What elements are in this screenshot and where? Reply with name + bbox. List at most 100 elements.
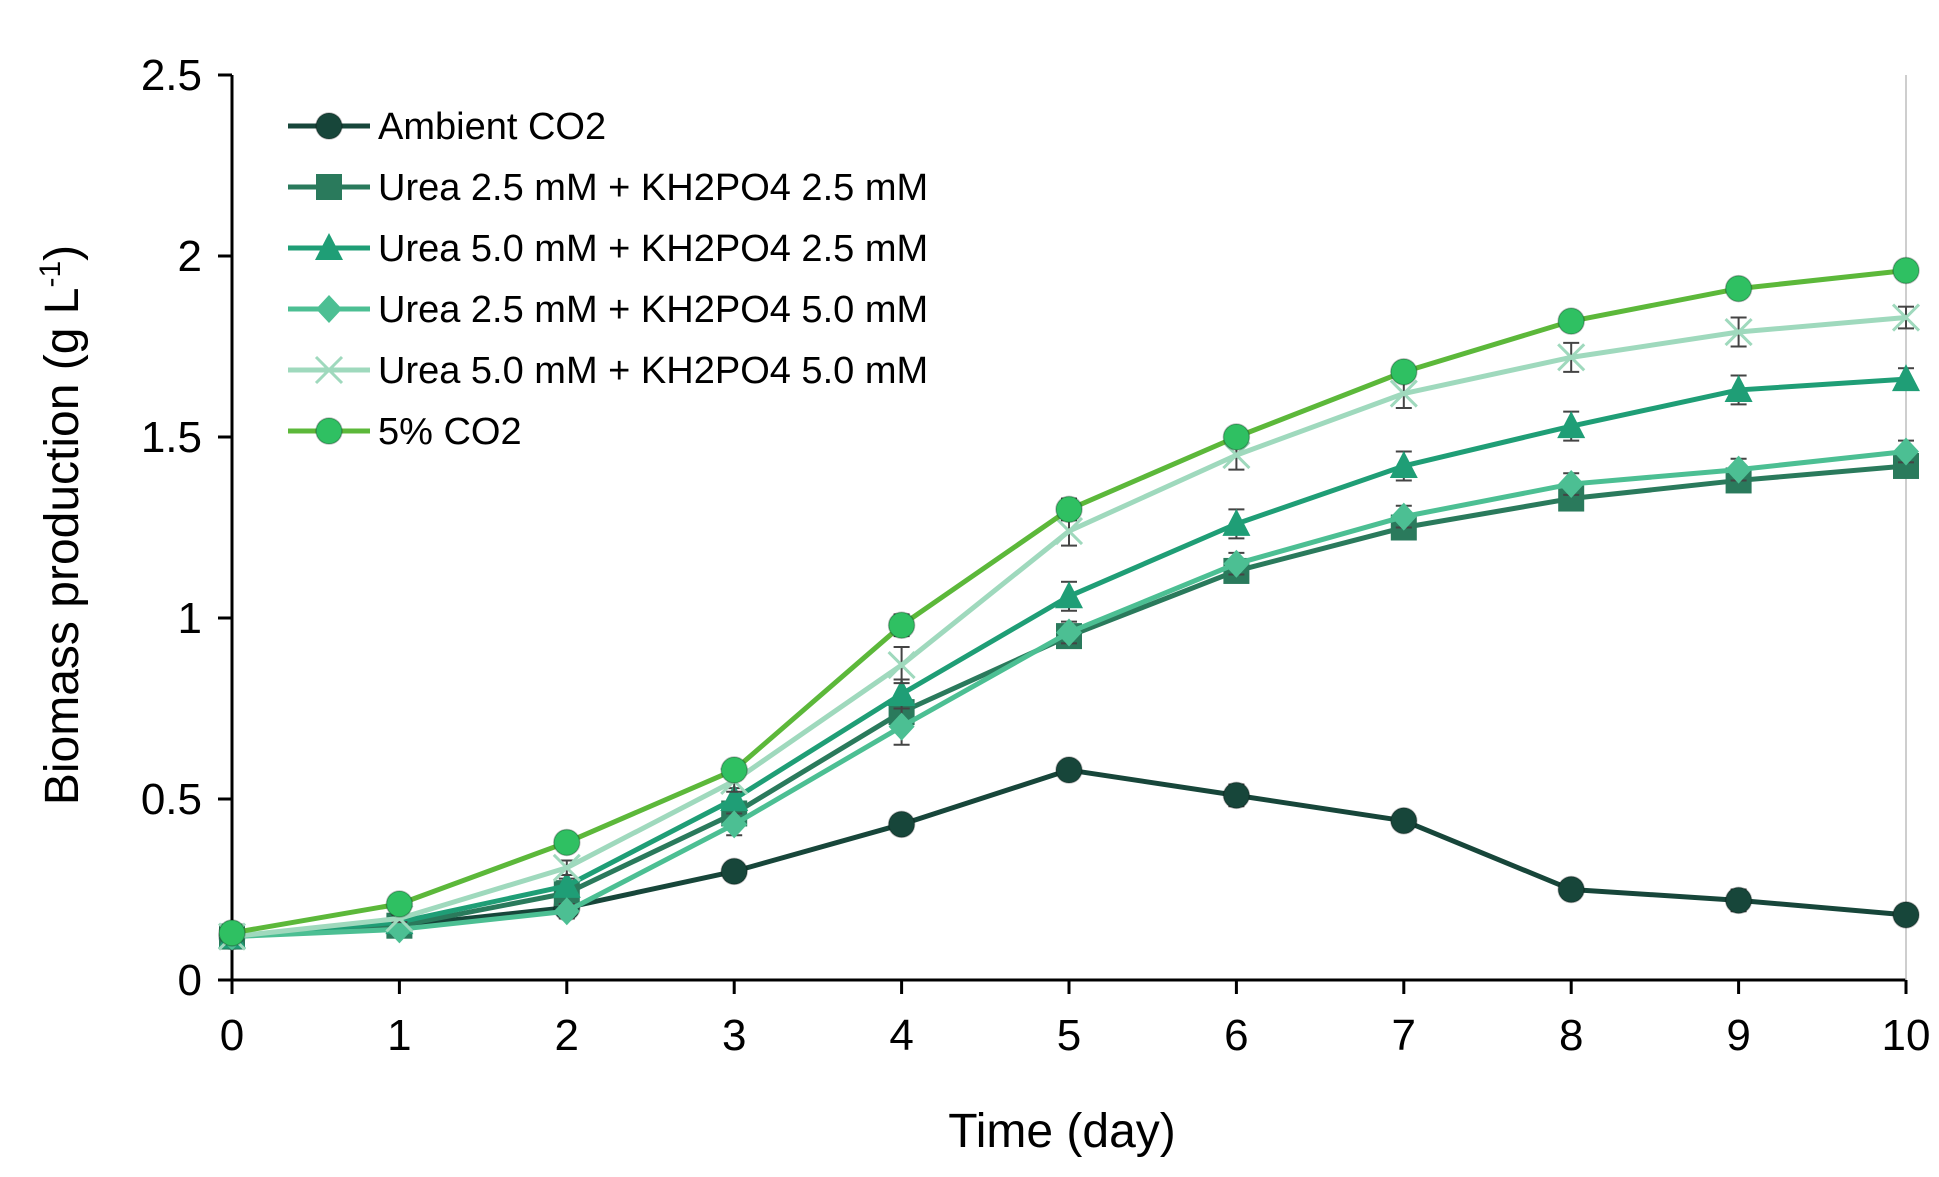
data-point [552, 870, 581, 898]
y-axis-ticks: 0 0.5 1 1.5 2 2.5 [141, 51, 232, 1005]
data-point [1557, 875, 1585, 904]
y-axis-title-main: Biomass production (g L [36, 288, 89, 806]
cross-stroke [552, 853, 581, 882]
cross-stroke [314, 355, 344, 385]
legend-item: Urea 5.0 mM + KH2PO4 5.0 mM [288, 350, 928, 392]
data-point [887, 650, 916, 680]
data-point [887, 810, 916, 839]
y-axis-title: Biomass production (g L-1) [34, 245, 89, 805]
y-tick-label: 1.5 [141, 413, 202, 462]
data-point [1389, 379, 1418, 408]
legend-item: Ambient CO2 [288, 106, 606, 148]
legend-item: Urea 2.5 mM + KH2PO4 2.5 mM [288, 167, 928, 209]
legend-label: Ambient CO2 [378, 106, 606, 148]
data-point [1389, 450, 1418, 478]
x-tick-label: 7 [1392, 1011, 1416, 1060]
series-urea-5-0-mm-kh2po4-5-0-mm [217, 303, 1921, 951]
data-point [1390, 358, 1418, 386]
x-tick-label: 5 [1057, 1011, 1081, 1060]
data-point [1724, 886, 1753, 915]
cross-stroke [1557, 343, 1586, 372]
legend-item: 5% CO2 [288, 411, 522, 453]
data-point [1223, 549, 1250, 578]
data-point [1222, 508, 1251, 536]
data-point [720, 857, 748, 886]
data-point [1055, 581, 1083, 609]
legend-label: Urea 2.5 mM + KH2PO4 5.0 mM [378, 289, 928, 331]
data-point [720, 784, 749, 811]
data-point [385, 890, 414, 918]
legend-label: Urea 2.5 mM + KH2PO4 2.5 mM [378, 167, 928, 209]
data-point [1893, 437, 1919, 466]
y-tick-label: 0.5 [141, 775, 202, 824]
series-urea-5-0-mm-kh2po4-2-5-mm [218, 364, 1920, 949]
legend-swatch-marker [314, 355, 344, 385]
legend-swatch-marker [315, 233, 343, 260]
series-layer [217, 256, 1921, 951]
legend-label: Urea 5.0 mM + KH2PO4 2.5 mM [378, 228, 928, 270]
data-point [552, 853, 581, 882]
legend-label: 5% CO2 [378, 411, 522, 453]
data-point [887, 611, 916, 639]
data-point [1222, 423, 1251, 451]
x-tick-label: 1 [387, 1011, 411, 1060]
data-point [553, 828, 581, 857]
series-5-co2 [218, 256, 1920, 947]
data-point [1892, 256, 1920, 285]
y-tick-label: 1 [178, 594, 202, 643]
y-tick-label: 0 [178, 956, 202, 1005]
data-point [1724, 274, 1753, 303]
cross-stroke [1724, 317, 1753, 347]
x-axis-ticks: 0 1 2 3 4 5 6 7 8 9 10 [220, 980, 1931, 1060]
x-tick-label: 10 [1882, 1011, 1931, 1060]
data-point [1725, 455, 1752, 484]
x-tick-label: 6 [1224, 1011, 1248, 1060]
data-point [887, 679, 916, 707]
legend: Ambient CO2 Urea 2.5 mM + KH2PO4 2.5 mM Ur… [288, 106, 928, 453]
x-tick-label: 2 [555, 1011, 579, 1060]
x-tick-label: 9 [1726, 1011, 1750, 1060]
legend-swatch-marker [315, 417, 343, 445]
data-point [1892, 364, 1920, 392]
y-axis-title-close: ) [36, 245, 89, 261]
data-point [218, 919, 246, 947]
legend-swatch-marker [315, 112, 343, 140]
data-point [1892, 901, 1920, 929]
data-point [1724, 317, 1753, 347]
data-point [1891, 303, 1921, 332]
x-axis-title: Time (day) [948, 1105, 1176, 1158]
data-point [553, 897, 580, 926]
legend-label: Urea 5.0 mM + KH2PO4 5.0 mM [378, 350, 928, 392]
data-point [1222, 781, 1251, 810]
data-point [1557, 343, 1586, 372]
data-point [1056, 618, 1082, 647]
cross-stroke [887, 650, 916, 680]
data-point [1390, 806, 1418, 835]
series-urea-2-5-mm-kh2po4-5-0-mm [219, 437, 1919, 951]
x-tick-label: 4 [889, 1011, 913, 1060]
y-tick-label: 2 [178, 232, 202, 281]
x-tick-label: 8 [1559, 1011, 1583, 1060]
legend-item: Urea 5.0 mM + KH2PO4 2.5 mM [288, 228, 928, 270]
cross-stroke [1389, 379, 1418, 408]
data-point [1055, 756, 1083, 784]
data-point [1390, 502, 1417, 531]
legend-swatch-marker [316, 174, 342, 200]
data-point [720, 756, 748, 784]
data-point [1557, 411, 1586, 439]
data-point [1055, 495, 1083, 524]
cross-stroke [1054, 517, 1084, 546]
series-ambient-co2 [218, 756, 1920, 951]
data-point [888, 712, 915, 741]
data-point [1557, 307, 1585, 335]
x-tick-label: 0 [220, 1011, 244, 1060]
data-point [1054, 517, 1084, 546]
data-point [721, 810, 748, 839]
data-point [1558, 470, 1585, 499]
legend-swatch-marker [316, 295, 342, 323]
data-point [1724, 374, 1753, 402]
cross-stroke [1891, 303, 1921, 332]
legend-item: Urea 2.5 mM + KH2PO4 5.0 mM [288, 289, 928, 331]
